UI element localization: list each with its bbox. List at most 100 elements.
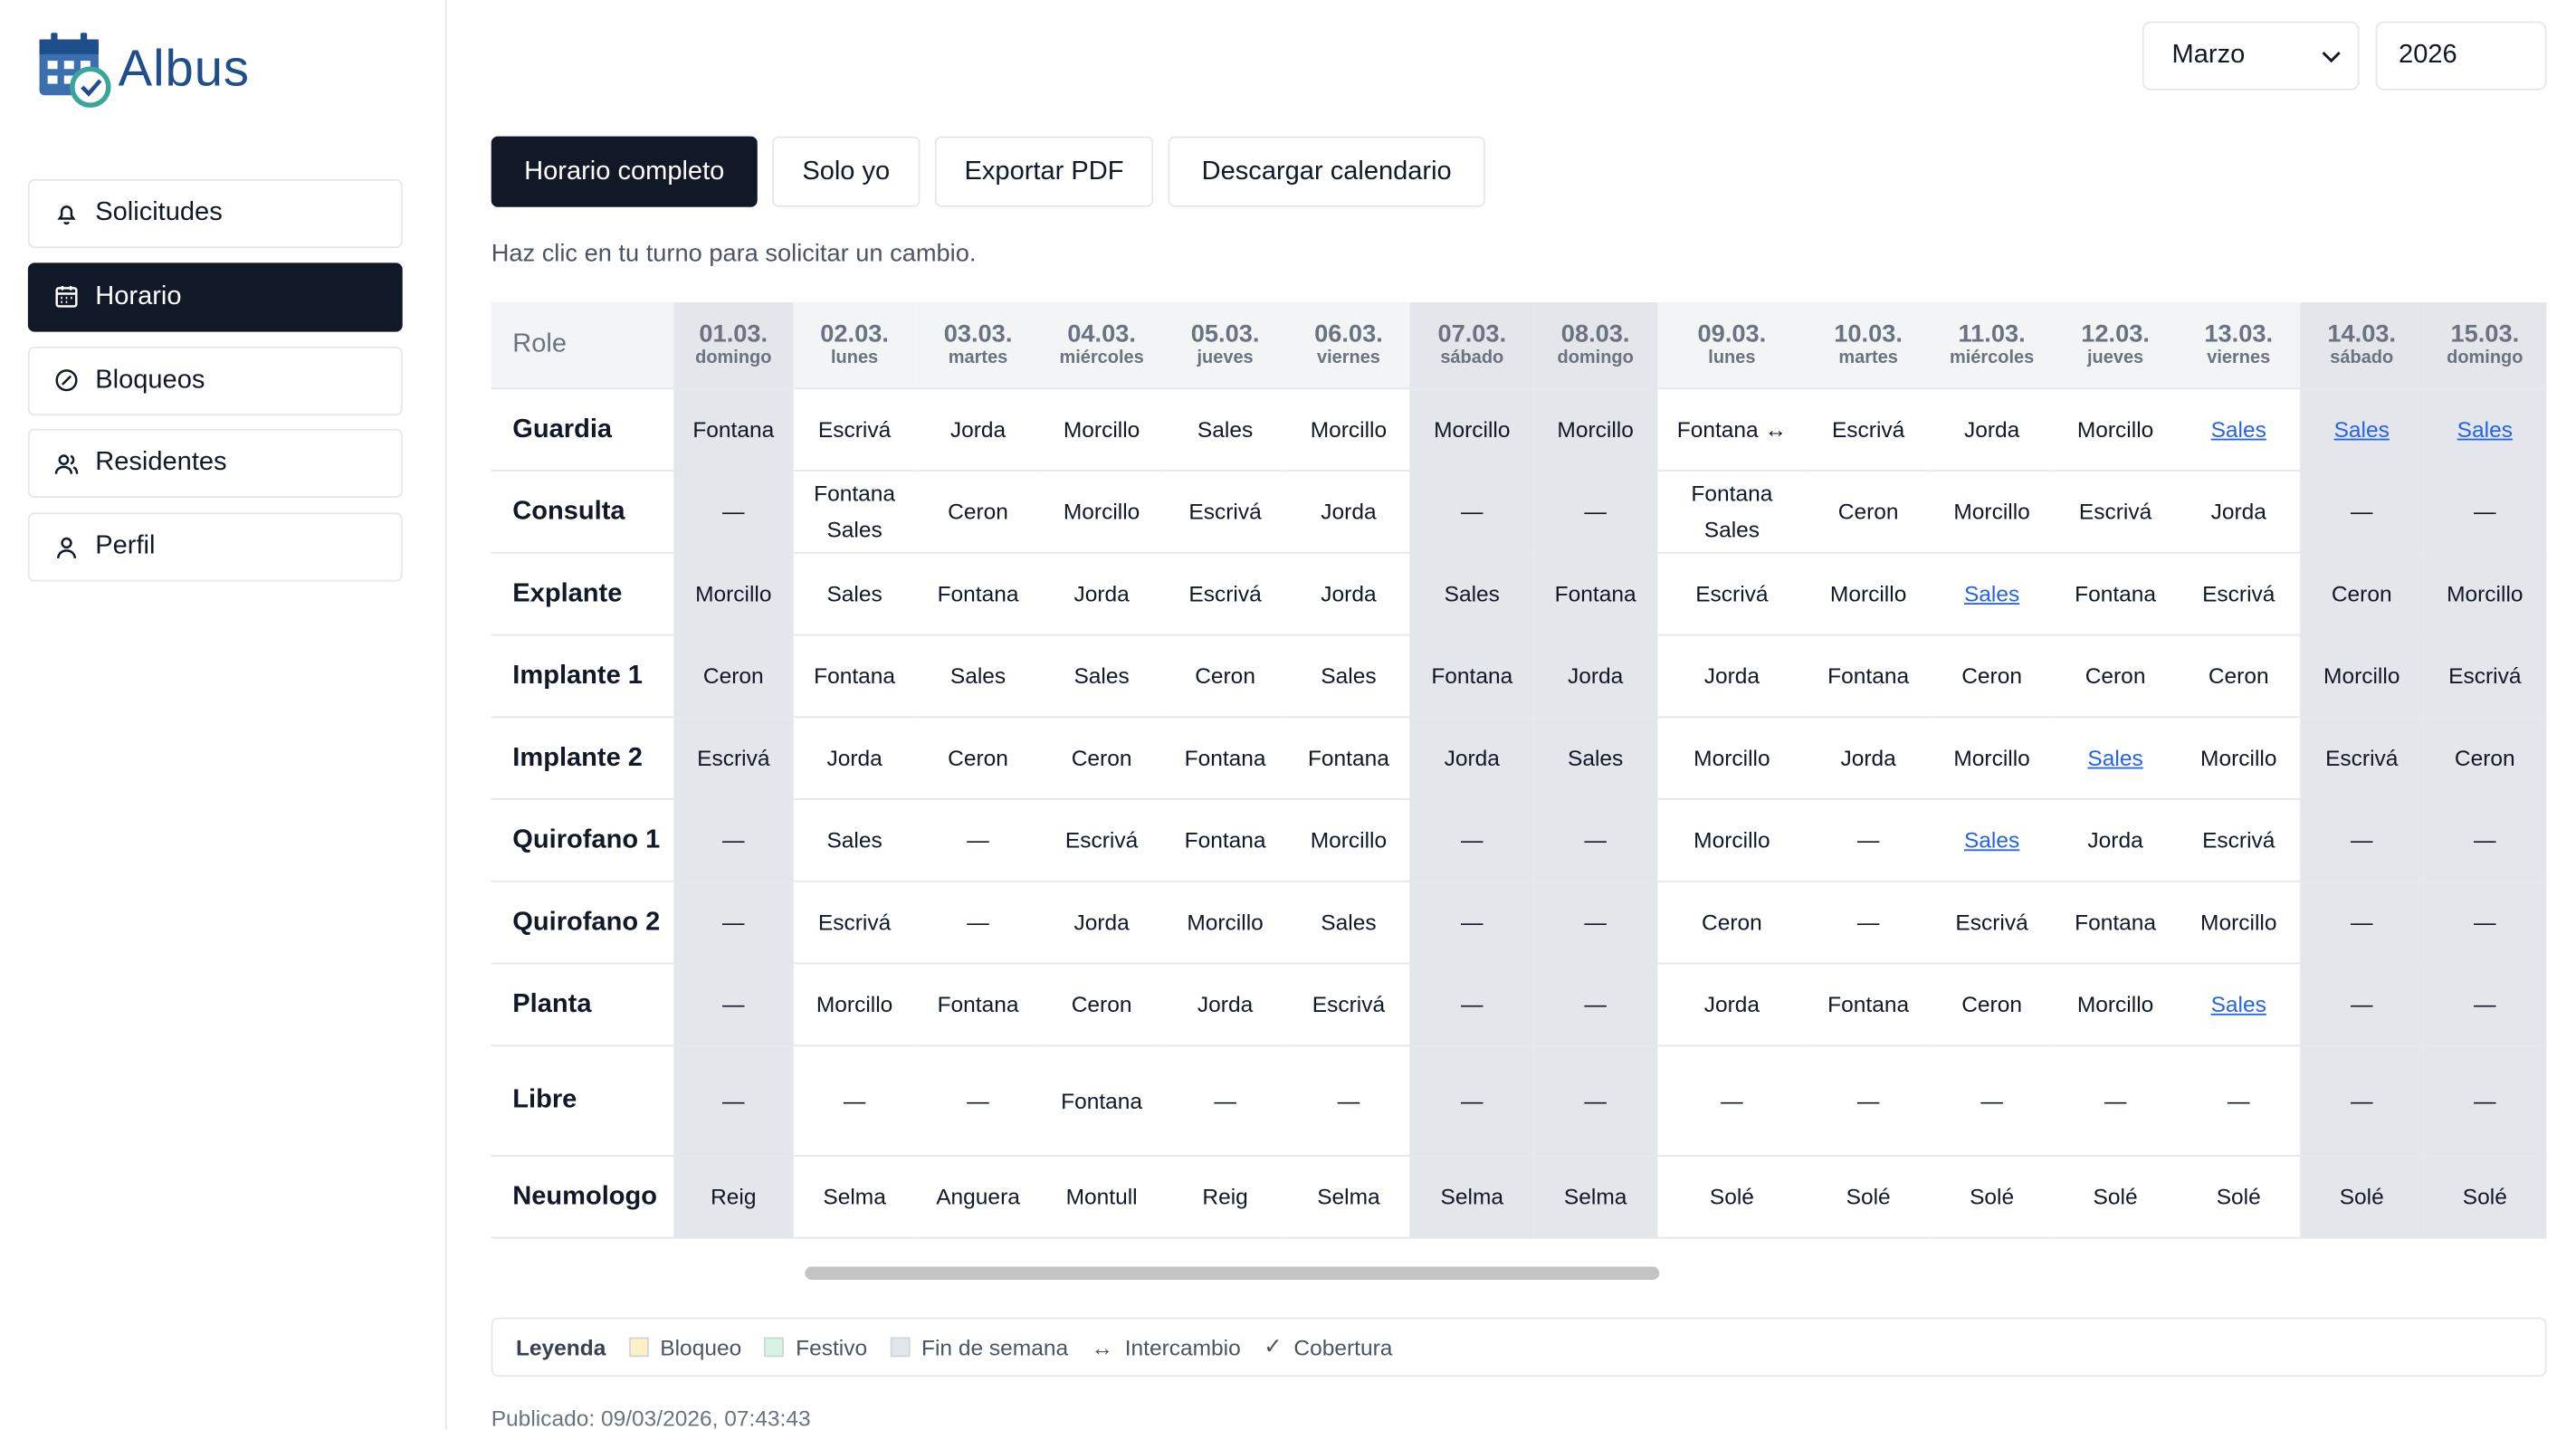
shift-cell[interactable]: — <box>673 963 793 1047</box>
shift-cell[interactable]: Jorda <box>1286 471 1411 554</box>
shift-cell[interactable]: Jorda <box>2177 471 2301 554</box>
shift-cell[interactable]: Morcillo <box>1286 388 1411 472</box>
shift-cell[interactable]: Solé <box>2300 1155 2424 1239</box>
shift-cell[interactable]: Sales <box>2177 388 2301 472</box>
shift-link[interactable]: Sales <box>2210 417 2266 443</box>
shift-cell[interactable]: Solé <box>2177 1155 2301 1239</box>
shift-cell[interactable]: Sales <box>1286 634 1411 719</box>
shift-cell[interactable]: Sales <box>2423 388 2547 472</box>
shift-cell[interactable]: Jorda <box>1039 552 1164 636</box>
shift-cell[interactable]: Solé <box>1806 1155 1931 1239</box>
shift-cell[interactable]: Sales <box>1930 799 2054 882</box>
shift-cell[interactable]: Sales <box>792 799 917 882</box>
shift-cell[interactable]: Fontana Sales <box>792 471 917 554</box>
shift-cell[interactable]: Fontana <box>673 388 793 472</box>
shift-cell[interactable]: Ceron <box>2423 717 2547 800</box>
shift-cell[interactable]: — <box>1533 471 1657 554</box>
shift-cell[interactable]: Morcillo <box>1656 717 1807 800</box>
shift-cell[interactable]: Solé <box>2423 1155 2547 1239</box>
shift-cell[interactable]: Morcillo <box>2053 388 2178 472</box>
shift-cell[interactable]: Montull <box>1039 1155 1164 1239</box>
shift-cell[interactable]: Ceron <box>1656 881 1807 965</box>
shift-cell[interactable]: — <box>673 1045 793 1157</box>
shift-cell[interactable]: — <box>2423 963 2547 1047</box>
shift-cell[interactable]: — <box>2423 799 2547 882</box>
shift-cell[interactable]: Escrivá <box>1163 471 1287 554</box>
shift-cell[interactable]: Ceron <box>2177 634 2301 719</box>
year-input[interactable]: 2026 <box>2375 21 2547 91</box>
shift-link[interactable]: Sales <box>2210 992 2266 1017</box>
shift-link[interactable]: Sales <box>2457 417 2513 443</box>
shift-cell[interactable]: — <box>1410 881 1534 965</box>
shift-cell[interactable]: Jorda <box>1286 552 1411 636</box>
shift-cell[interactable]: — <box>2300 799 2424 882</box>
shift-cell[interactable]: Ceron <box>2300 552 2424 636</box>
shift-cell[interactable]: Morcillo <box>1930 471 2054 554</box>
shift-cell[interactable]: — <box>916 1045 1040 1157</box>
shift-cell[interactable]: Solé <box>1656 1155 1807 1239</box>
shift-cell[interactable]: Solé <box>2053 1155 2178 1239</box>
shift-cell[interactable]: Ceron <box>2053 634 2178 719</box>
shift-cell[interactable]: Ceron <box>673 634 793 719</box>
shift-cell[interactable]: — <box>2300 963 2424 1047</box>
shift-cell[interactable]: Escrivá <box>1930 881 2054 965</box>
shift-cell[interactable]: — <box>1806 881 1931 965</box>
shift-cell[interactable]: — <box>1533 799 1657 882</box>
shift-cell[interactable]: Fontana <box>792 634 917 719</box>
shift-cell[interactable]: — <box>673 881 793 965</box>
shift-cell[interactable]: Morcillo <box>2300 634 2424 719</box>
shift-cell[interactable]: Sales <box>2177 963 2301 1047</box>
shift-cell[interactable]: Ceron <box>1039 717 1164 800</box>
logo[interactable]: Albus <box>36 30 250 109</box>
shift-cell[interactable]: — <box>916 881 1040 965</box>
shift-cell[interactable]: Jorda <box>1410 717 1534 800</box>
shift-cell[interactable]: — <box>673 799 793 882</box>
shift-cell[interactable]: Sales <box>1410 552 1534 636</box>
shift-cell[interactable]: Escrivá <box>2300 717 2424 800</box>
shift-cell[interactable]: Reig <box>673 1155 793 1239</box>
shift-cell[interactable]: Sales <box>916 634 1040 719</box>
shift-cell[interactable]: Fontana <box>916 552 1040 636</box>
shift-cell[interactable]: Morcillo <box>2053 963 2178 1047</box>
shift-cell[interactable]: Sales <box>2300 388 2424 472</box>
shift-cell[interactable]: — <box>1533 881 1657 965</box>
shift-cell[interactable]: Jorda <box>1656 634 1807 719</box>
shift-cell[interactable]: Jorda <box>1533 634 1657 719</box>
shift-cell[interactable]: — <box>916 799 1040 882</box>
nav-item[interactable]: Horario <box>27 262 403 332</box>
shift-cell[interactable]: Morcillo <box>1163 881 1287 965</box>
month-select[interactable]: Marzo <box>2142 21 2360 91</box>
shift-cell[interactable]: Morcillo <box>1533 388 1657 472</box>
shift-cell[interactable]: Ceron <box>916 717 1040 800</box>
shift-cell[interactable]: Ceron <box>1930 963 2054 1047</box>
shift-cell[interactable]: Selma <box>792 1155 917 1239</box>
shift-cell[interactable]: — <box>1410 799 1534 882</box>
shift-cell[interactable]: — <box>2300 1045 2424 1157</box>
shift-cell[interactable]: — <box>1410 963 1534 1047</box>
shift-cell[interactable]: Ceron <box>1039 963 1164 1047</box>
shift-cell[interactable]: Morcillo <box>1410 388 1534 472</box>
shift-cell[interactable]: Solé <box>1930 1155 2054 1239</box>
shift-cell[interactable]: Jorda <box>792 717 917 800</box>
nav-item[interactable]: Solicitudes <box>27 178 403 249</box>
shift-cell[interactable]: — <box>1533 963 1657 1047</box>
shift-cell[interactable]: — <box>2423 471 2547 554</box>
toolbar-button[interactable]: Descargar calendario <box>1168 136 1485 207</box>
shift-cell[interactable]: Jorda <box>1930 388 2054 472</box>
shift-cell[interactable]: Sales <box>1533 717 1657 800</box>
shift-cell[interactable]: — <box>1656 1045 1807 1157</box>
shift-cell[interactable]: Fontana <box>2053 552 2178 636</box>
shift-cell[interactable]: — <box>1930 1045 2054 1157</box>
shift-cell[interactable]: Sales <box>792 552 917 636</box>
shift-cell[interactable]: Sales <box>1039 634 1164 719</box>
shift-cell[interactable]: Escrivá <box>2177 799 2301 882</box>
shift-cell[interactable]: Morcillo <box>2423 552 2547 636</box>
toolbar-button[interactable]: Solo yo <box>772 136 921 207</box>
shift-cell[interactable]: Ceron <box>916 471 1040 554</box>
shift-cell[interactable]: Fontana <box>1806 634 1931 719</box>
shift-cell[interactable]: — <box>2300 471 2424 554</box>
shift-cell[interactable]: Sales <box>1163 388 1287 472</box>
shift-cell[interactable]: Morcillo <box>1039 388 1164 472</box>
shift-link[interactable]: Sales <box>1963 581 2020 606</box>
shift-cell[interactable]: Fontana <box>1163 799 1287 882</box>
